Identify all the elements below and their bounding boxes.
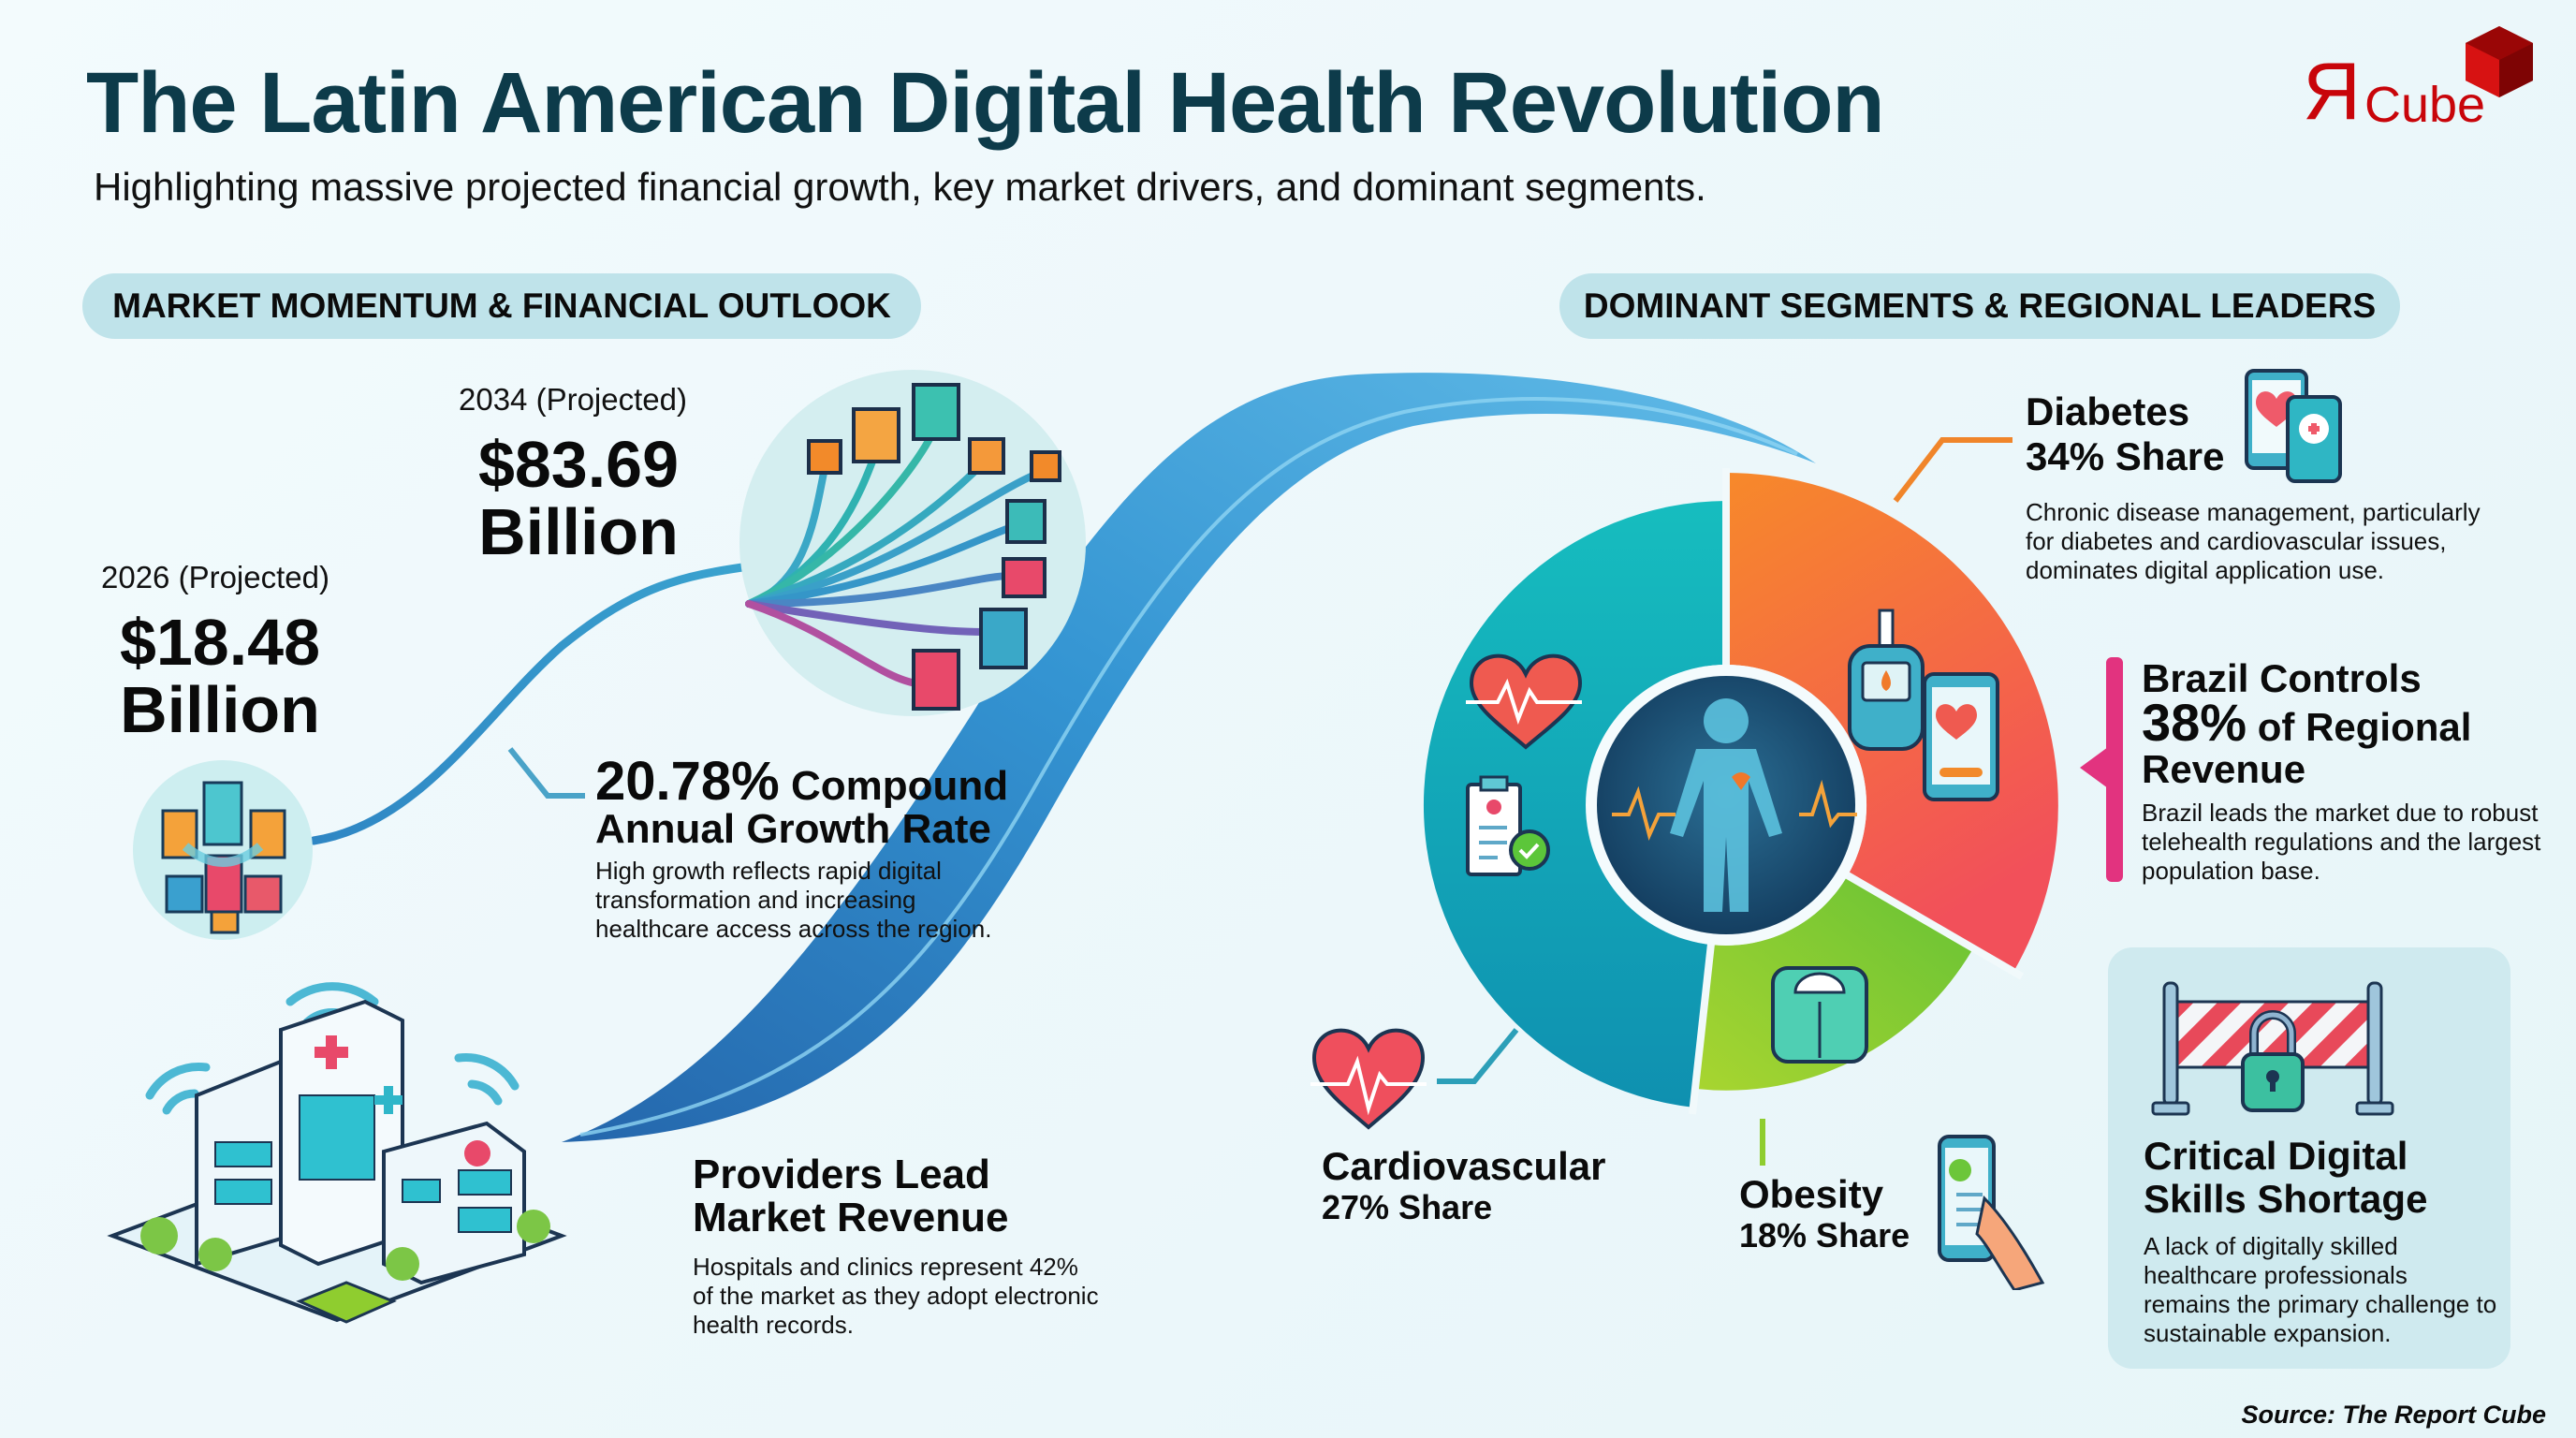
skills-title-line2: Skills Shortage (2144, 1177, 2428, 1221)
year-2026-label: 2026 (Projected) (101, 560, 329, 594)
cagr-block: 20.78% Compound Annual Growth Rate High … (595, 755, 1082, 944)
providers-block: Providers Lead Market Revenue Hospitals … (693, 1153, 1123, 1340)
heart-pulse-icon (1310, 1028, 1427, 1130)
skills-shortage-card: Critical Digital Skills Shortage A lack … (2108, 947, 2510, 1369)
skills-description: A lack of digitally skilled healthcare p… (2144, 1232, 2497, 1347)
value-2026-unit: Billion (120, 673, 320, 746)
brazil-title-line2: 38% of Regional (2142, 697, 2554, 750)
cagr-description: High growth reflects rapid digital trans… (595, 857, 992, 943)
diabetes-name: Diabetes (2026, 389, 2190, 433)
segment-diabetes: Diabetes 34% Share Chronic disease manag… (2026, 389, 2512, 585)
source-credit: Source: The Report Cube (2241, 1401, 2546, 1429)
brazil-accent-bar (2080, 657, 2123, 882)
cagr-value: 20.78% (595, 751, 780, 812)
obesity-name: Obesity (1739, 1172, 1884, 1216)
data-streams-icon (739, 370, 1086, 716)
logo-text: Cube (2364, 77, 2486, 133)
providers-title-line1: Providers Lead (693, 1152, 990, 1197)
skills-title-line1: Critical Digital (2144, 1134, 2408, 1178)
scale-icon (1771, 966, 1868, 1064)
logo-cube-icon (2466, 26, 2533, 97)
section-label-segments: DOMINANT SEGMENTS & REGIONAL LEADERS (1559, 273, 2400, 339)
value-2026-amount: $18.48 (119, 606, 321, 679)
segment-cardiovascular: Cardiovascular 27% Share (1322, 1144, 1605, 1226)
brazil-title-line1: Brazil Controls (2142, 656, 2422, 700)
value-2034-amount: $83.69 (477, 428, 680, 501)
cagr-title-rest: Compound (790, 763, 1009, 809)
value-2026: $18.48 Billion (84, 609, 356, 743)
diabetes-description: Chronic disease management, particularly… (2026, 498, 2481, 584)
barrier-lock-icon (2151, 981, 2394, 1116)
brazil-title-line3: Revenue (2142, 747, 2306, 791)
section-label-text: DOMINANT SEGMENTS & REGIONAL LEADERS (1583, 286, 2377, 325)
logo: Я Cube (2303, 21, 2546, 133)
cagr-title: 20.78% Compound (595, 755, 1082, 809)
page-title: The Latin American Digital Health Revolu… (86, 55, 1885, 151)
value-2034: $83.69 Billion (440, 431, 717, 565)
phone-health-app-icon (1923, 672, 1999, 801)
providers-title-line2: Market Revenue (693, 1195, 1009, 1240)
section-label-text: MARKET MOMENTUM & FINANCIAL OUTLOOK (112, 286, 891, 325)
segment-obesity: Obesity 18% Share (1739, 1172, 1910, 1255)
donut-segment-cardiovascular (1423, 501, 1726, 1108)
section-label-market: MARKET MOMENTUM & FINANCIAL OUTLOOK (82, 273, 921, 339)
brazil-title-line2-rest: of Regional (2257, 705, 2472, 749)
hospital-icon (107, 982, 567, 1324)
obesity-share: 18% Share (1739, 1216, 1910, 1255)
skills-text: Critical Digital Skills Shortage A lack … (2144, 1135, 2499, 1348)
year-2034-label: 2034 (Projected) (459, 382, 687, 417)
mobile-health-icon (1938, 1135, 2045, 1290)
brazil-description: Brazil leads the market due to robust te… (2142, 799, 2541, 885)
glucose-meter-icon (1848, 609, 1925, 751)
page-subtitle: Highlighting massive projected financial… (94, 165, 1706, 209)
cardiovascular-share: 27% Share (1322, 1188, 1493, 1226)
brazil-block: Brazil Controls 38% of Regional Revenue … (2142, 657, 2554, 886)
segment-donut-chart (1423, 468, 2058, 1115)
logo-glyph: Я (2303, 47, 2362, 137)
mobile-health-icon (2245, 369, 2342, 483)
brazil-pct: 38% (2142, 693, 2247, 752)
cardiovascular-name: Cardiovascular (1322, 1144, 1606, 1188)
value-2034-unit: Billion (478, 495, 679, 568)
cagr-title-line2: Annual Growth Rate (595, 806, 991, 852)
diabetes-share: 34% Share (2026, 434, 2225, 478)
heart-pulse-icon (1466, 653, 1583, 750)
providers-description: Hospitals and clinics represent 42% of t… (693, 1253, 1099, 1339)
data-network-icon (133, 760, 313, 940)
clipboard-check-icon (1466, 775, 1550, 876)
